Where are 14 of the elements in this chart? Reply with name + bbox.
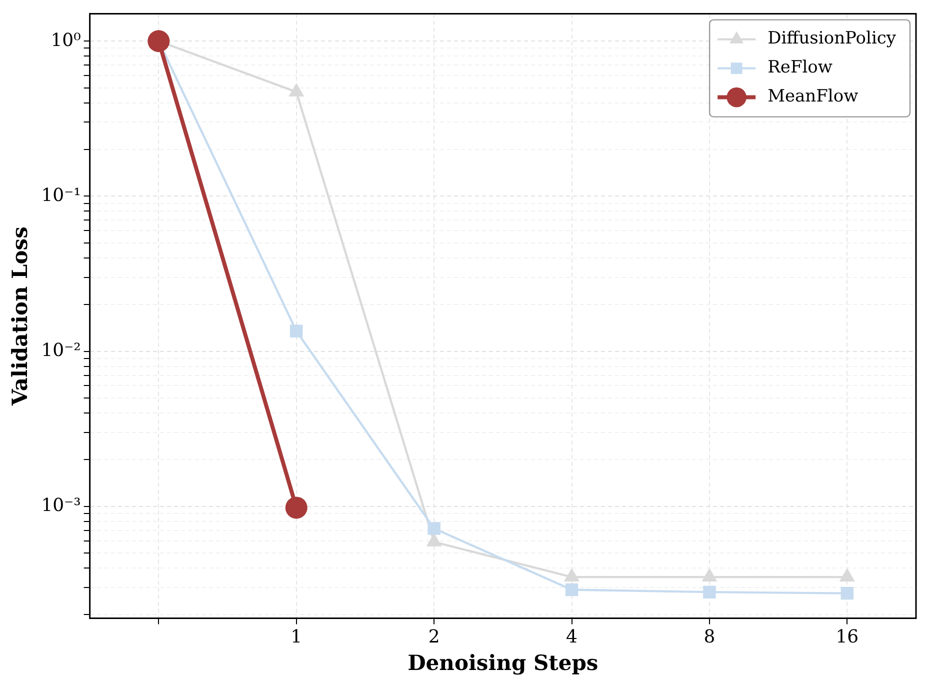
- legend-label: DiffusionPolicy: [768, 28, 896, 49]
- y-axis-title: Validation Loss: [7, 226, 32, 406]
- x-tick-label: 2: [428, 626, 440, 648]
- y-tick-label: 10⁻³: [41, 495, 81, 516]
- x-tick-label: 8: [704, 626, 716, 648]
- legend-label: ReFlow: [768, 58, 833, 78]
- x-axis-title: Denoising Steps: [408, 650, 598, 675]
- x-tick-label: 4: [566, 626, 578, 648]
- x-tick-label: 16: [836, 626, 859, 648]
- y-tick-label: 10⁰: [50, 30, 81, 51]
- x-tick-label: 1: [290, 626, 302, 648]
- y-tick-label: 10⁻¹: [41, 184, 81, 206]
- y-tick-label: 10⁻²: [41, 340, 81, 361]
- legend-label: MeanFlow: [768, 86, 859, 107]
